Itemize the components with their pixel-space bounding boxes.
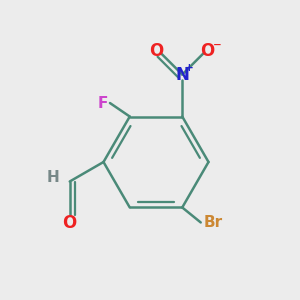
Text: N: N	[175, 65, 189, 83]
Text: H: H	[47, 170, 60, 185]
Text: O: O	[63, 214, 77, 232]
Text: +: +	[184, 63, 193, 73]
Text: O: O	[149, 42, 164, 60]
Text: Br: Br	[204, 215, 223, 230]
Text: O: O	[200, 42, 214, 60]
Text: −: −	[213, 40, 221, 50]
Text: F: F	[98, 95, 108, 110]
